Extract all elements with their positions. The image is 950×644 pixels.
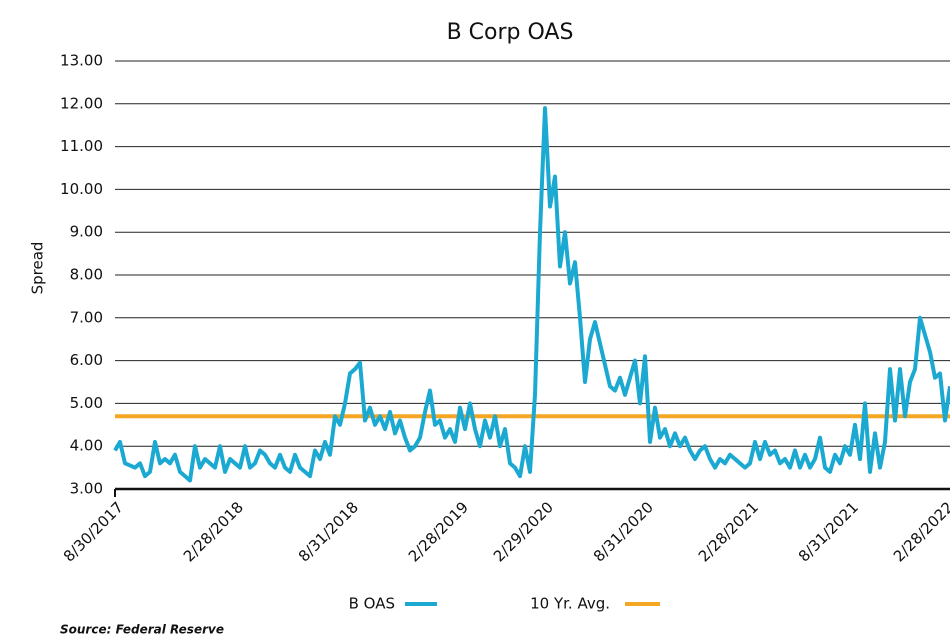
y-tick-label: 9.00 bbox=[70, 223, 103, 241]
x-tick-label: 2/28/2019 bbox=[405, 498, 472, 565]
legend-label: 10 Yr. Avg. bbox=[530, 595, 610, 613]
chart-title: B Corp OAS bbox=[447, 20, 574, 45]
y-tick-label: 4.00 bbox=[70, 437, 103, 455]
y-tick-label: 13.00 bbox=[60, 52, 103, 70]
y-tick-label: 8.00 bbox=[70, 266, 103, 284]
y-tick-label: 5.00 bbox=[70, 394, 103, 412]
y-tick-label: 12.00 bbox=[60, 94, 103, 112]
y-tick-label: 10.00 bbox=[60, 180, 103, 198]
x-tick-label: 8/31/2021 bbox=[795, 498, 862, 565]
y-tick-label: 7.00 bbox=[70, 308, 103, 326]
y-tick-label: 3.00 bbox=[70, 480, 103, 498]
x-tick-label: 2/29/2020 bbox=[490, 498, 557, 565]
x-tick-label: 8/30/2017 bbox=[60, 498, 127, 565]
x-tick-label: 2/28/2018 bbox=[180, 498, 247, 565]
y-axis-label: Spread bbox=[29, 242, 47, 295]
x-tick-label: 2/28/2022 bbox=[890, 498, 950, 565]
x-tick-label: 8/31/2020 bbox=[590, 498, 657, 565]
x-tick-label: 2/28/2021 bbox=[695, 498, 762, 565]
y-tick-label: 11.00 bbox=[60, 137, 103, 155]
y-tick-label: 6.00 bbox=[70, 351, 103, 369]
legend-label: B OAS bbox=[349, 595, 395, 613]
x-tick-label: 8/31/2018 bbox=[295, 498, 362, 565]
source: Source: Federal Reserve bbox=[60, 623, 224, 637]
line-series bbox=[113, 106, 950, 483]
